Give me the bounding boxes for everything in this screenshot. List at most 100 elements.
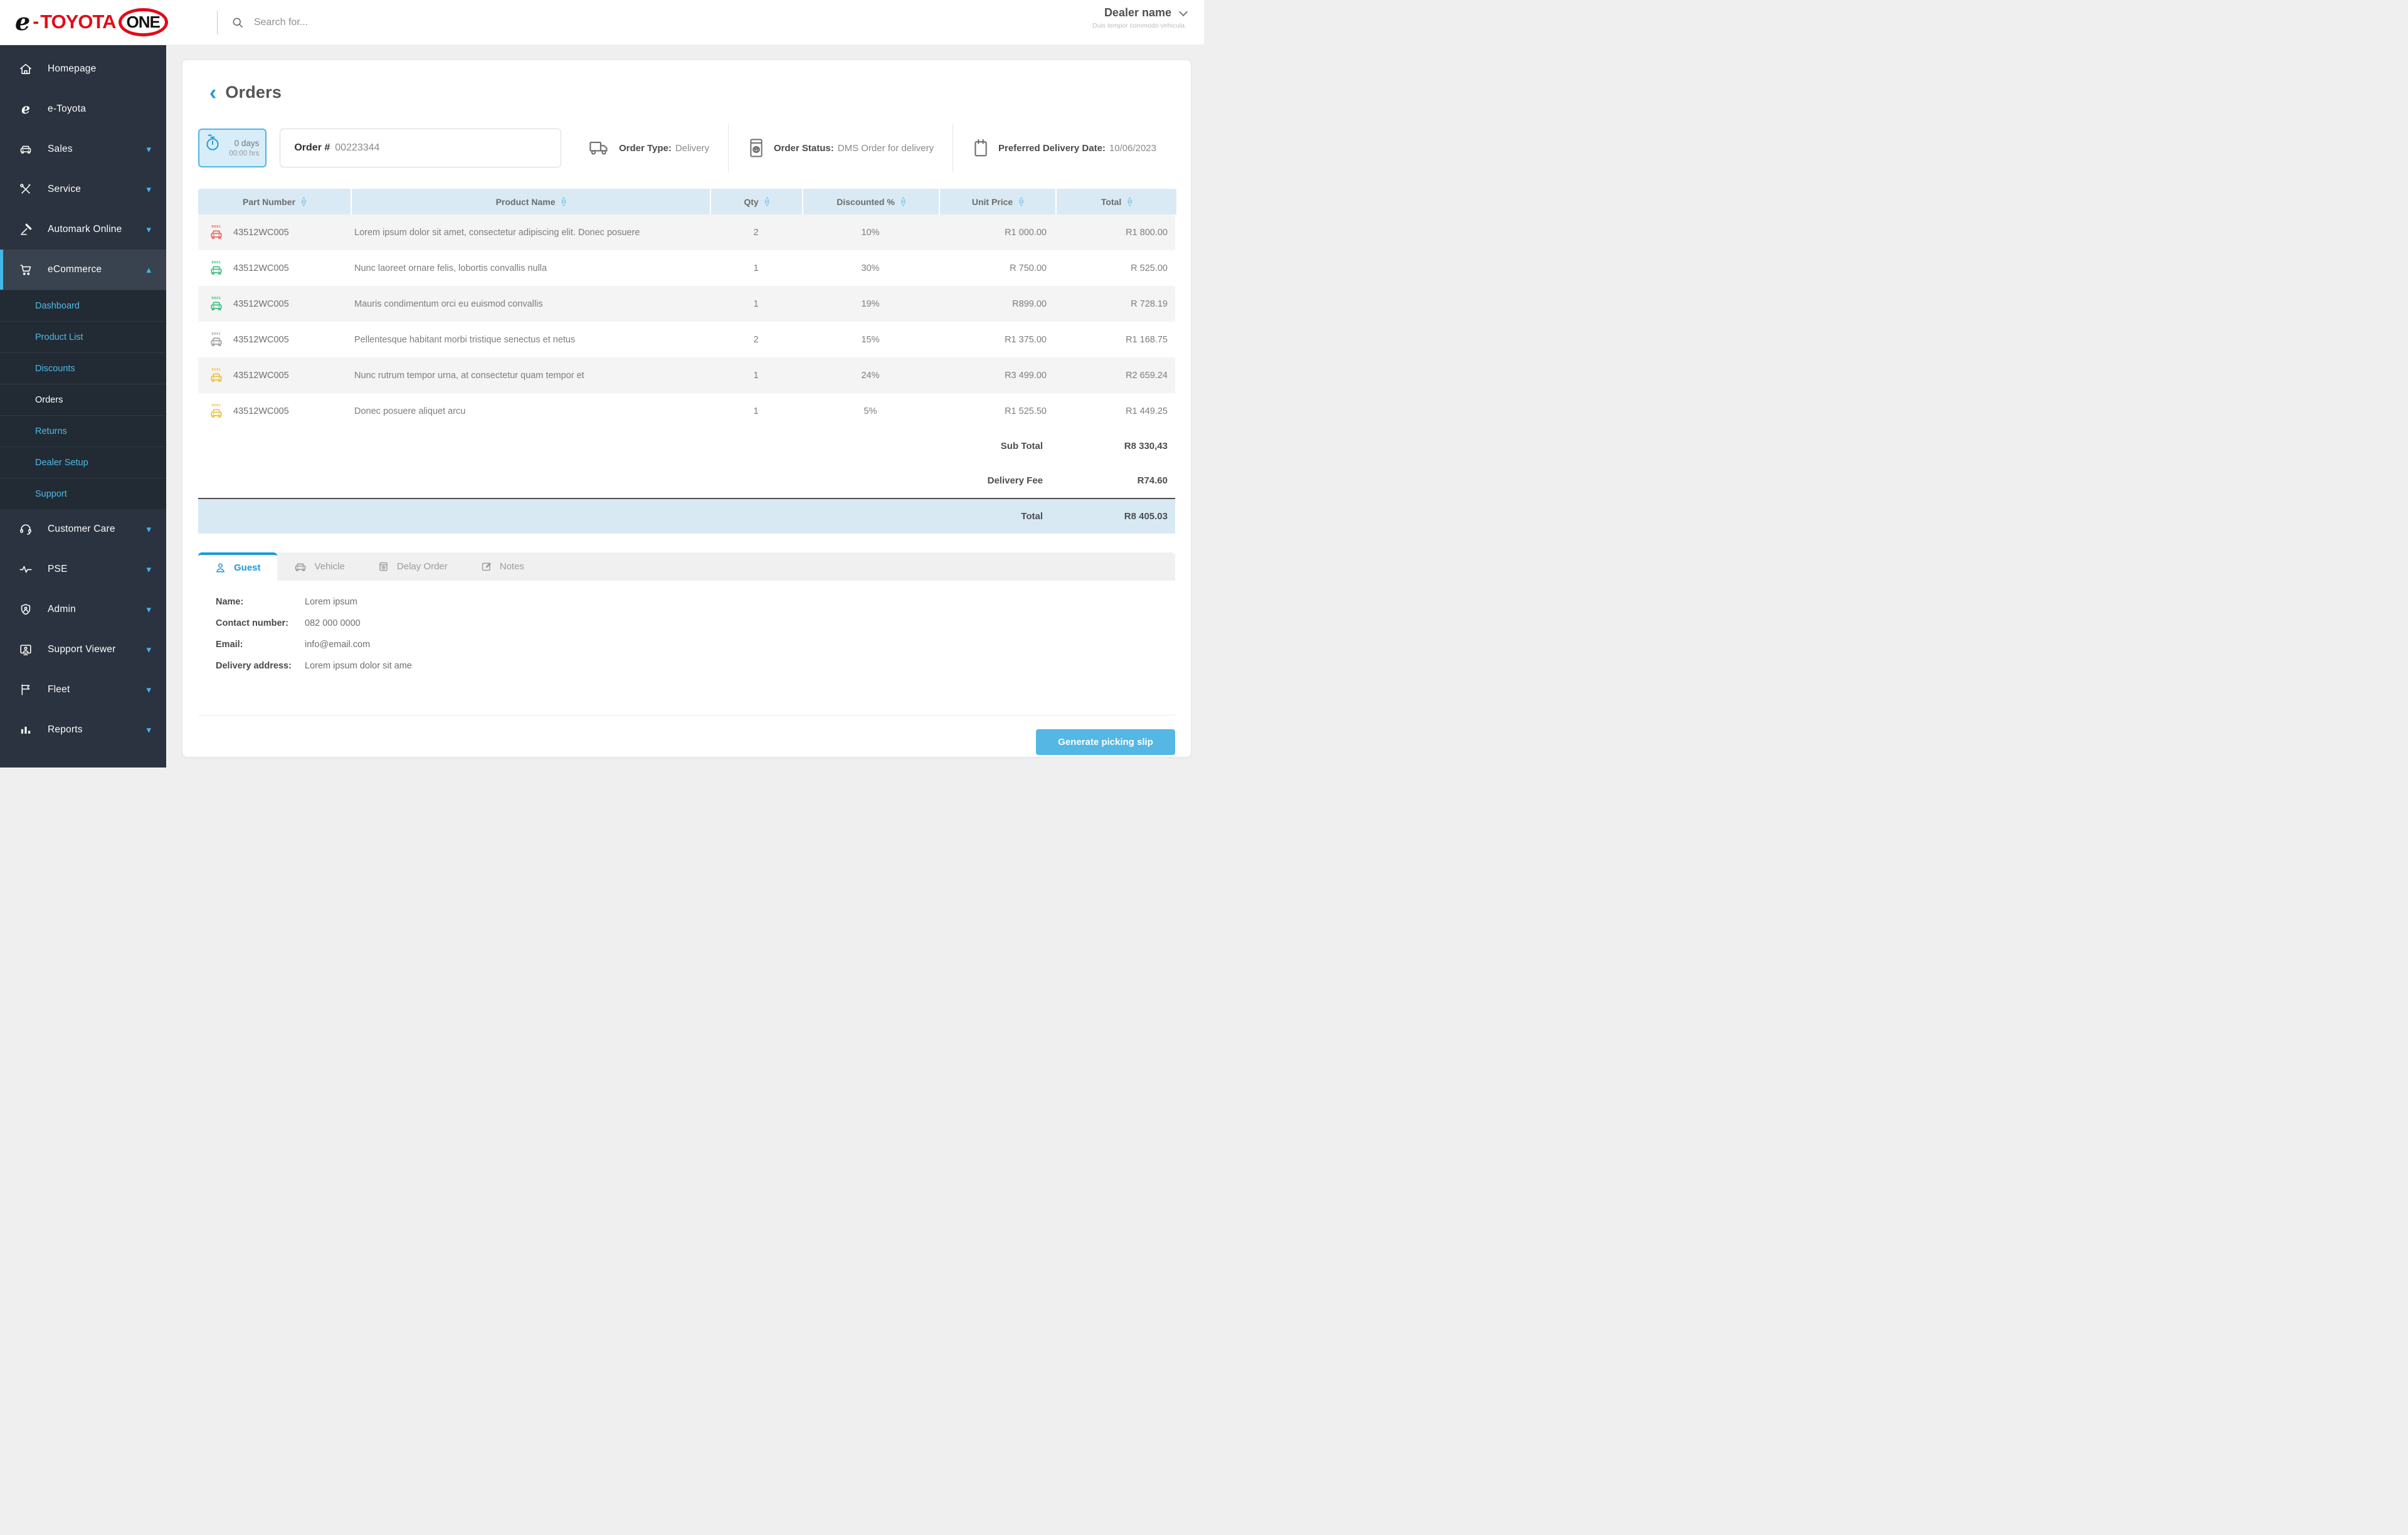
app-logo: e - TOYOTA ONE xyxy=(15,8,168,37)
sidebar-item-label: Customer Care xyxy=(48,524,115,534)
chevron-down-icon: ▾ xyxy=(146,524,151,535)
guest-field-delivery-address: Delivery address: Lorem ipsum dolor sit a… xyxy=(216,661,1175,671)
sidebar-item-orders[interactable]: Orders xyxy=(0,384,166,415)
sidebar-item-fleet[interactable]: Fleet ▾ xyxy=(0,670,166,710)
chevron-down-icon: ▾ xyxy=(146,184,151,195)
qty-cell: 2 xyxy=(753,227,759,238)
part-icon-digits: 0001 xyxy=(211,403,221,408)
sidebar-item-sales[interactable]: Sales ▾ xyxy=(0,129,166,169)
column-header-part-number[interactable]: Part Number △ ▽ xyxy=(198,189,351,214)
sidebar-item-ecommerce[interactable]: eCommerce ▴ xyxy=(0,250,166,290)
sidebar-item-returns[interactable]: Returns xyxy=(0,415,166,446)
sort-icon[interactable]: △ ▽ xyxy=(1019,196,1024,207)
generate-picking-slip-button[interactable]: Generate picking slip xyxy=(1036,729,1175,755)
sidebar-item-pse[interactable]: PSE ▾ xyxy=(0,549,166,589)
chevron-down-icon xyxy=(1178,7,1188,16)
tab-vehicle[interactable]: Vehicle xyxy=(277,552,361,581)
sidebar-item-customer-care[interactable]: Customer Care ▾ xyxy=(0,509,166,549)
back-button[interactable]: ‹ xyxy=(209,80,217,105)
sort-icon[interactable]: △ ▽ xyxy=(900,196,906,207)
table-row[interactable]: 0001 43512WC005 Nunc laoreet ornare felis,… xyxy=(198,250,1175,286)
chevron-down-icon: ▾ xyxy=(146,724,151,736)
sidebar-nav: Homepage e e-Toyota Sales ▾ Service ▾ Automark … xyxy=(0,45,166,768)
sidebar-item-label: PSE xyxy=(48,564,68,574)
order-number-label: Order # xyxy=(294,142,330,153)
sidebar-item-admin[interactable]: Admin ▾ xyxy=(0,589,166,630)
part-car-icon: 0001 xyxy=(208,404,224,418)
sidebar-item-e-toyota[interactable]: e e-Toyota xyxy=(0,89,166,129)
unit-price-cell: R 750.00 xyxy=(1010,263,1047,273)
total-value: R8 405.03 xyxy=(1124,511,1168,522)
sort-icon[interactable]: △ ▽ xyxy=(302,196,306,207)
chevron-up-icon: ▴ xyxy=(146,264,151,275)
sort-icon[interactable]: △ ▽ xyxy=(1127,196,1133,207)
chevron-down-icon: ▾ xyxy=(146,564,151,575)
sidebar-item-dealer-setup[interactable]: Dealer Setup xyxy=(0,446,166,478)
logo-dash: - xyxy=(33,11,40,33)
table-row[interactable]: 0001 43512WC005 Nunc rutrum tempor urna, a… xyxy=(198,357,1175,393)
order-number-value: 00223344 xyxy=(335,142,380,153)
dealer-menu-trigger[interactable]: Dealer name xyxy=(1092,6,1188,19)
delivery-date-section: Preferred Delivery Date: 10/06/2023 xyxy=(953,124,1175,172)
table-row[interactable]: 0001 43512WC005 Donec posuere aliquet arcu… xyxy=(198,393,1175,429)
tab-notes[interactable]: Notes xyxy=(464,552,541,581)
order-status-label: Order Status: xyxy=(773,142,834,154)
discount-cell: 5% xyxy=(863,406,877,416)
main-content: ‹ Orders 0 days 00:00 hrs Order # 002233… xyxy=(166,45,1204,768)
sidebar-item-product-list[interactable]: Product List xyxy=(0,321,166,352)
order-type-value: Delivery xyxy=(675,142,710,154)
discount-cell: 10% xyxy=(861,227,880,238)
column-header-unit-price[interactable]: Unit Price △ ▽ xyxy=(939,189,1055,214)
sidebar-item-dashboard[interactable]: Dashboard xyxy=(0,290,166,321)
total-cell: R2 659.24 xyxy=(1126,370,1168,381)
discount-cell: 15% xyxy=(861,334,880,345)
delivery-date-label: Preferred Delivery Date: xyxy=(998,142,1106,154)
sidebar-item-label: Service xyxy=(48,184,82,194)
column-header-total[interactable]: Total △ ▽ xyxy=(1055,189,1176,214)
sidebar-item-label: Admin xyxy=(48,604,76,615)
order-type-label: Order Type: xyxy=(618,142,672,154)
delivery-fee-value: R74.60 xyxy=(1137,475,1168,486)
order-type-section: Order Type: Delivery xyxy=(570,124,728,172)
notes-icon xyxy=(480,561,492,572)
chevron-down-icon: ▾ xyxy=(146,604,151,615)
guest-field-value: 082 000 0000 xyxy=(305,618,361,628)
product-name-cell: Donec posuere aliquet arcu xyxy=(354,406,466,416)
table-row[interactable]: 0001 43512WC005 Mauris condimentum orci eu… xyxy=(198,286,1175,322)
order-number-box[interactable]: Order # 00223344 xyxy=(280,129,561,167)
dealer-subtitle: Duis tempor commodo vehicula. xyxy=(1092,22,1186,29)
column-label: Total xyxy=(1101,196,1122,207)
unit-price-cell: R1 000.00 xyxy=(1005,227,1047,238)
guest-field-label: Delivery address: xyxy=(216,661,292,671)
product-name-cell: Nunc laoreet ornare felis, lobortis conv… xyxy=(354,263,547,273)
sort-icon[interactable]: △ ▽ xyxy=(561,196,566,207)
sidebar-item-homepage[interactable]: Homepage xyxy=(0,49,166,89)
sidebar-item-discounts[interactable]: Discounts xyxy=(0,352,166,384)
person-icon xyxy=(214,562,226,574)
tab-guest[interactable]: Guest xyxy=(198,552,277,581)
search-input[interactable] xyxy=(253,16,517,28)
guest-field-value: Lorem ipsum xyxy=(305,597,357,607)
column-header-qty[interactable]: Qty △ ▽ xyxy=(710,189,802,214)
sidebar-item-support[interactable]: Support xyxy=(0,478,166,509)
table-row[interactable]: 0001 43512WC005 Lorem ipsum dolor sit amet… xyxy=(198,214,1175,250)
calendar-icon xyxy=(972,138,990,158)
column-header-discounted[interactable]: Discounted % △ ▽ xyxy=(802,189,939,214)
chevron-down-icon: ▾ xyxy=(146,644,151,655)
tab-delay-order[interactable]: Delay Order xyxy=(361,552,464,581)
column-header-product-name[interactable]: Product Name △ ▽ xyxy=(351,189,710,214)
sidebar-item-service[interactable]: Service ▾ xyxy=(0,169,166,209)
sort-icon[interactable]: △ ▽ xyxy=(764,196,769,207)
part-number-cell: 0001 43512WC005 xyxy=(198,332,351,347)
part-car-icon: 0001 xyxy=(208,297,224,311)
sidebar-item-automark-online[interactable]: Automark Online ▾ xyxy=(0,209,166,250)
sidebar-item-support-viewer[interactable]: Support Viewer ▾ xyxy=(0,630,166,670)
total-cell: R 525.00 xyxy=(1131,263,1168,273)
sidebar-item-reports[interactable]: Reports ▾ xyxy=(0,710,166,750)
guest-field-name: Name: Lorem ipsum xyxy=(216,597,1175,607)
guest-field-email: Email: info@email.com xyxy=(216,640,1175,650)
car-icon xyxy=(19,142,33,156)
truck-icon xyxy=(589,139,610,157)
header-divider xyxy=(216,10,218,34)
table-row[interactable]: 0001 43512WC005 Pellentesque habitant morb… xyxy=(198,322,1175,357)
